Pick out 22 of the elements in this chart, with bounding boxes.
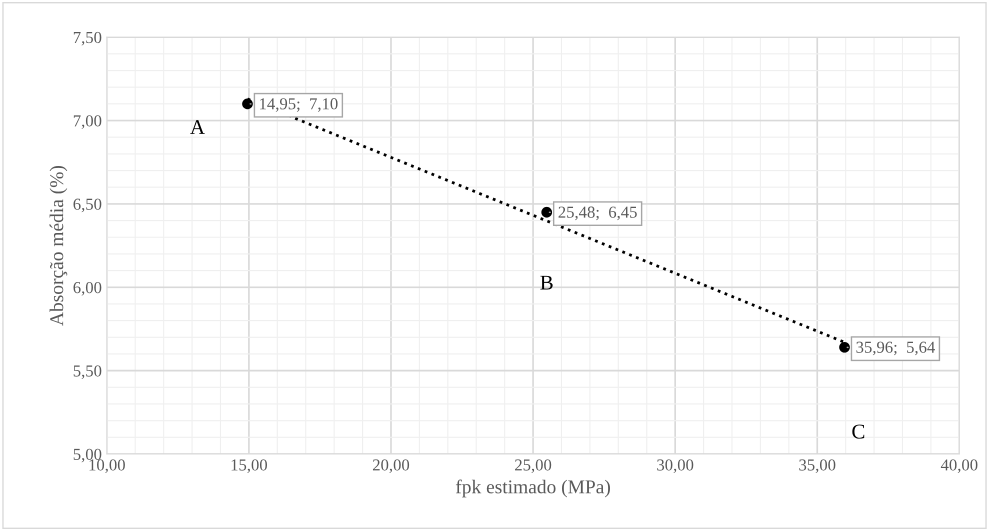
annotation: B [540,276,553,290]
y-tick-label: 7,00 [74,115,102,129]
point [541,206,552,218]
x-tick-label: 35,00 [799,459,836,473]
point [839,342,850,353]
y-tick-label: 5,50 [74,365,102,379]
data-label: 25,48; 6,45 [558,206,637,220]
data-label: 14,95; 7,10 [260,98,338,112]
y-tick-label: 6,00 [74,282,102,296]
x-tick-label: 15,00 [232,459,268,473]
x-axis-title: fpk estimado (MPa) [456,480,610,498]
x-tick-label: 25,00 [515,459,552,473]
x-tick-label: 40,00 [940,459,978,473]
x-tick-label: 30,00 [657,459,694,473]
y-tick-label: 7,50 [74,32,102,46]
x-tick-label: 20,00 [372,459,410,473]
point [242,98,253,110]
annotation: C [852,424,864,439]
annotation: A [190,120,205,134]
y-axis-title: Absorção média (%) [50,166,68,326]
y-tick-label: 6,50 [74,198,102,212]
data-label: 35,96; 5,64 [856,342,936,356]
